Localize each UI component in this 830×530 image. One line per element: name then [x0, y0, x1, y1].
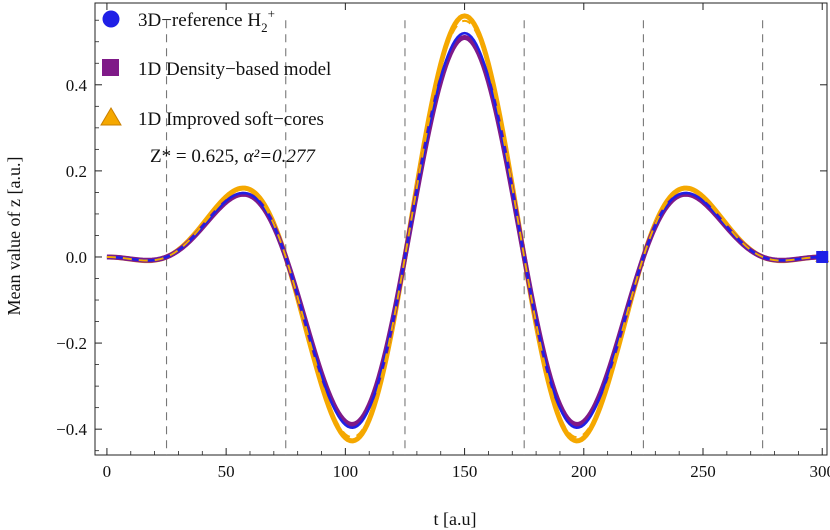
x-tick-label-200: 200	[571, 462, 597, 481]
frame-border	[94, 2, 828, 456]
legend-marker-square	[102, 59, 119, 76]
vertical-dashed-lines	[165, 20, 764, 455]
y-tick-label: −0.2	[56, 334, 87, 353]
series-line-3d-reference	[106, 31, 823, 430]
x-tick-label-100: 100	[333, 462, 359, 481]
legend-label-density-model: 1D Density−based model	[138, 59, 331, 80]
plot-frame	[94, 2, 828, 456]
legend: 3D−reference H2+ 1D Density−based model …	[100, 6, 331, 167]
y-tick-label: 0.4	[66, 76, 88, 95]
annotation-parameters: Z* = 0.625, α²=0.277	[150, 146, 316, 167]
series-layer	[106, 13, 823, 444]
legend-label-3d-sup: +	[268, 6, 275, 21]
x-tick-label-150: 150	[452, 462, 478, 481]
y-axis-ticks: −0.4 −0.2 0.0 0.2 0.4	[56, 19, 827, 452]
y-tick-label: −0.4	[56, 420, 87, 439]
annotation-z: Z* = 0.625,	[150, 146, 244, 167]
legend-label-soft-cores: 1D Improved soft−cores	[138, 109, 324, 130]
annotation-alpha: α²=0.277	[244, 146, 317, 167]
legend-label-3d-reference: 3D−reference H2+	[138, 6, 275, 35]
series-line-density-model	[106, 34, 823, 427]
x-axis-ticks: 0 50 100 150 200 250 300	[103, 3, 830, 481]
x-tick-label-50: 50	[218, 462, 235, 481]
y-tick-label: 0.0	[66, 248, 87, 267]
x-tick-label-250: 250	[690, 462, 716, 481]
legend-label-3d-main: 3D−reference H	[138, 10, 261, 31]
end-marker-circle	[817, 251, 828, 262]
legend-marker-circle	[102, 10, 120, 28]
legend-label-3d-sub: 2	[261, 20, 268, 35]
legend-marker-triangle	[100, 107, 122, 126]
x-axis-label: t [a.u]	[434, 509, 477, 529]
series-dashed-overlay	[106, 19, 823, 439]
x-tick-label-300: 300	[809, 462, 830, 481]
y-tick-label: 0.2	[66, 162, 87, 181]
end-markers	[815, 249, 830, 263]
x-tick-label-0: 0	[103, 462, 112, 481]
y-axis-label: Mean value of z [a.u.]	[4, 157, 24, 316]
